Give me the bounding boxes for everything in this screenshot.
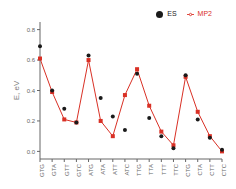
svg-text:CTT: CTT: [209, 164, 215, 176]
svg-text:ATT: ATT: [112, 164, 118, 175]
svg-text:GTT: GTT: [64, 164, 70, 176]
svg-text:ATA: ATA: [100, 164, 106, 175]
svg-text:TTA: TTA: [148, 164, 154, 175]
html-text:MP2: MP2: [197, 10, 212, 17]
svg-text:0.8: 0.8: [27, 27, 36, 33]
svg-text:TTT: TTT: [161, 164, 167, 175]
svg-text:0.2: 0.2: [27, 118, 36, 124]
svg-text:GTC: GTC: [76, 163, 82, 176]
svg-text:0.4: 0.4: [27, 88, 36, 94]
svg-text:TTC: TTC: [173, 163, 179, 175]
svg-text:TTG: TTG: [136, 164, 142, 176]
svg-text:ATC: ATC: [124, 163, 130, 175]
svg-text:0.0: 0.0: [27, 149, 36, 155]
svg-text:GTA: GTA: [51, 164, 57, 176]
svg-text:CTC: CTC: [221, 163, 227, 176]
svg-text:CTG: CTG: [185, 164, 191, 177]
svg-text:E, eV: E, eV: [12, 80, 21, 100]
svg-text:CTA: CTA: [197, 164, 203, 176]
html-text:ES: ES: [167, 10, 177, 17]
svg-text:0.6: 0.6: [27, 57, 36, 63]
svg-text:GTG: GTG: [39, 164, 45, 177]
svg-text:ATG: ATG: [88, 164, 94, 176]
